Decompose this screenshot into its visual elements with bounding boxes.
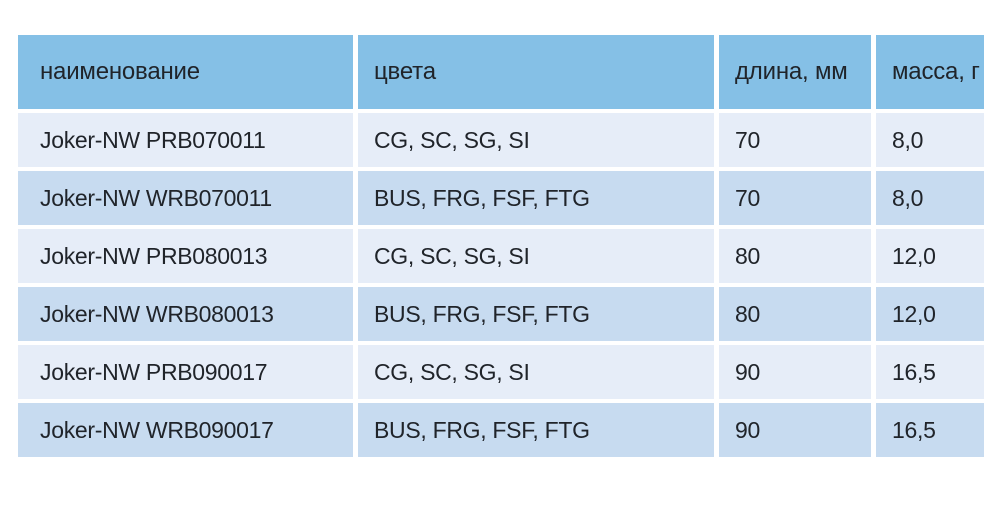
cell-length: 70 — [719, 171, 871, 225]
cell-mass: 8,0 — [876, 113, 984, 167]
table-row: Joker-NW PRB080013 CG, SC, SG, SI 80 12,… — [18, 229, 984, 283]
product-spec-table: наименование цвета длина, мм масса, г Jo… — [13, 31, 989, 461]
cell-name: Joker-NW WRB090017 — [18, 403, 353, 457]
column-header-mass: масса, г — [876, 35, 984, 109]
cell-mass: 12,0 — [876, 229, 984, 283]
cell-mass: 16,5 — [876, 345, 984, 399]
table-row: Joker-NW PRB070011 CG, SC, SG, SI 70 8,0 — [18, 113, 984, 167]
cell-length: 90 — [719, 345, 871, 399]
column-header-name: наименование — [18, 35, 353, 109]
cell-colors: BUS, FRG, FSF, FTG — [358, 171, 714, 225]
table-row: Joker-NW WRB090017 BUS, FRG, FSF, FTG 90… — [18, 403, 984, 457]
cell-name: Joker-NW PRB080013 — [18, 229, 353, 283]
cell-name: Joker-NW PRB070011 — [18, 113, 353, 167]
column-header-colors: цвета — [358, 35, 714, 109]
cell-colors: CG, SC, SG, SI — [358, 345, 714, 399]
cell-length: 80 — [719, 287, 871, 341]
cell-mass: 8,0 — [876, 171, 984, 225]
cell-colors: CG, SC, SG, SI — [358, 113, 714, 167]
table-row: Joker-NW WRB080013 BUS, FRG, FSF, FTG 80… — [18, 287, 984, 341]
cell-name: Joker-NW WRB080013 — [18, 287, 353, 341]
cell-length: 90 — [719, 403, 871, 457]
cell-colors: BUS, FRG, FSF, FTG — [358, 403, 714, 457]
cell-colors: CG, SC, SG, SI — [358, 229, 714, 283]
cell-name: Joker-NW WRB070011 — [18, 171, 353, 225]
header-row: наименование цвета длина, мм масса, г — [18, 35, 984, 109]
cell-length: 70 — [719, 113, 871, 167]
cell-length: 80 — [719, 229, 871, 283]
cell-colors: BUS, FRG, FSF, FTG — [358, 287, 714, 341]
table-row: Joker-NW PRB090017 CG, SC, SG, SI 90 16,… — [18, 345, 984, 399]
column-header-length: длина, мм — [719, 35, 871, 109]
cell-mass: 16,5 — [876, 403, 984, 457]
cell-mass: 12,0 — [876, 287, 984, 341]
table-row: Joker-NW WRB070011 BUS, FRG, FSF, FTG 70… — [18, 171, 984, 225]
cell-name: Joker-NW PRB090017 — [18, 345, 353, 399]
